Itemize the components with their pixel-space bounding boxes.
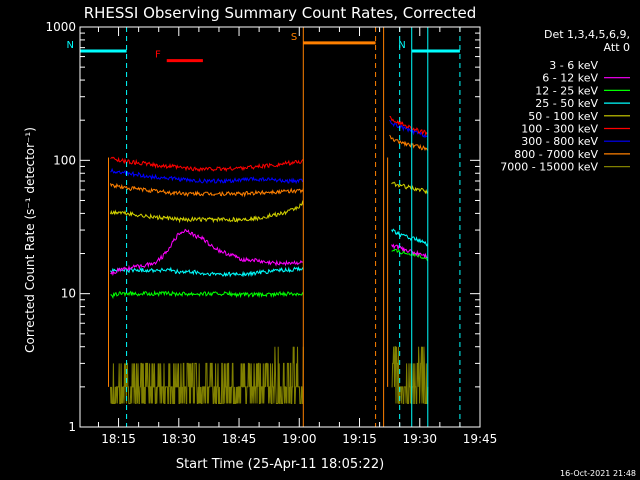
x-tick-label-6: 19:45 bbox=[463, 432, 498, 446]
chart-title: RHESSI Observing Summary Count Rates, Co… bbox=[84, 4, 477, 22]
plot-frame bbox=[79, 26, 481, 428]
series-line-7000-15000-kev-1 bbox=[391, 346, 429, 404]
series-line-800-7000-kev-1 bbox=[389, 134, 428, 152]
legend-label-1: 6 - 12 keV bbox=[542, 72, 598, 85]
series-line-3-6-kev-1 bbox=[391, 282, 429, 344]
legend-label-8: 7000 - 15000 keV bbox=[500, 161, 598, 174]
series-line-12-25-kev-1 bbox=[391, 248, 429, 262]
x-tick-label-1: 18:30 bbox=[161, 432, 196, 446]
x-tick-label-3: 19:00 bbox=[282, 432, 317, 446]
series-line-100-300-kev-0 bbox=[110, 156, 304, 173]
marker-label-0: N bbox=[67, 40, 74, 51]
x-tick-label-5: 19:30 bbox=[402, 432, 437, 446]
y-axis-label: Corrected Count Rate (s⁻¹ detector⁻¹) bbox=[23, 127, 37, 353]
series-line-800-7000-kev-0 bbox=[110, 182, 304, 198]
x-tick-label-2: 18:45 bbox=[222, 432, 257, 446]
x-tick-label-4: 19:15 bbox=[342, 432, 377, 446]
legend-label-0: 3 - 6 keV bbox=[549, 59, 598, 72]
series-layer bbox=[108, 115, 429, 404]
legend-label-2: 12 - 25 keV bbox=[535, 84, 598, 97]
legend-label-7: 800 - 7000 keV bbox=[514, 148, 598, 161]
series-line-300-800-kev-0 bbox=[110, 167, 304, 185]
y-tick-label-1: 10 bbox=[61, 287, 76, 301]
series-line-12-25-kev-0 bbox=[110, 290, 304, 300]
vline-layer bbox=[79, 27, 461, 427]
marker-label-2: F bbox=[155, 50, 161, 61]
timestamp-label: 16-Oct-2021 21:48 bbox=[560, 469, 636, 478]
series-line-7000-15000-kev-0 bbox=[110, 346, 304, 404]
series-line-6-12-kev-1 bbox=[391, 243, 428, 259]
legend-label-5: 100 - 300 keV bbox=[521, 123, 598, 136]
x-axis-label: Start Time (25-Apr-11 18:05:22) bbox=[176, 457, 384, 472]
marker-layer: N N F S bbox=[67, 32, 460, 63]
axis-layer: 1 10 100 1000 18:15 18:30 18:45 19:00 19:15 19:30… bbox=[45, 20, 497, 446]
series-line-25-50-kev-1 bbox=[391, 228, 429, 247]
series-line-300-800-kev-1 bbox=[389, 119, 428, 139]
legend-label-4: 50 - 100 keV bbox=[528, 110, 598, 123]
y-tick-label-3: 1000 bbox=[45, 20, 76, 34]
series-line-100-300-kev-1 bbox=[389, 115, 428, 137]
x-tick-label-0: 18:15 bbox=[101, 432, 136, 446]
series-line-25-50-kev-0 bbox=[110, 266, 304, 278]
legend-label-6: 300 - 800 keV bbox=[521, 135, 598, 148]
series-line-50-100-kev-0 bbox=[110, 199, 304, 224]
y-tick-label-2: 100 bbox=[53, 153, 76, 167]
y-tick-label-0: 1 bbox=[68, 420, 76, 434]
series-line-50-100-kev-1 bbox=[391, 181, 429, 195]
marker-label-1: N bbox=[398, 40, 405, 51]
marker-label-3: S bbox=[291, 32, 297, 43]
legend-header-line-2: Att 0 bbox=[604, 41, 630, 54]
legend-label-3: 25 - 50 keV bbox=[535, 97, 598, 110]
legend-header-line-1: Det 1,3,4,5,6,9, bbox=[544, 28, 630, 41]
series-line-6-12-kev-0 bbox=[110, 228, 304, 277]
